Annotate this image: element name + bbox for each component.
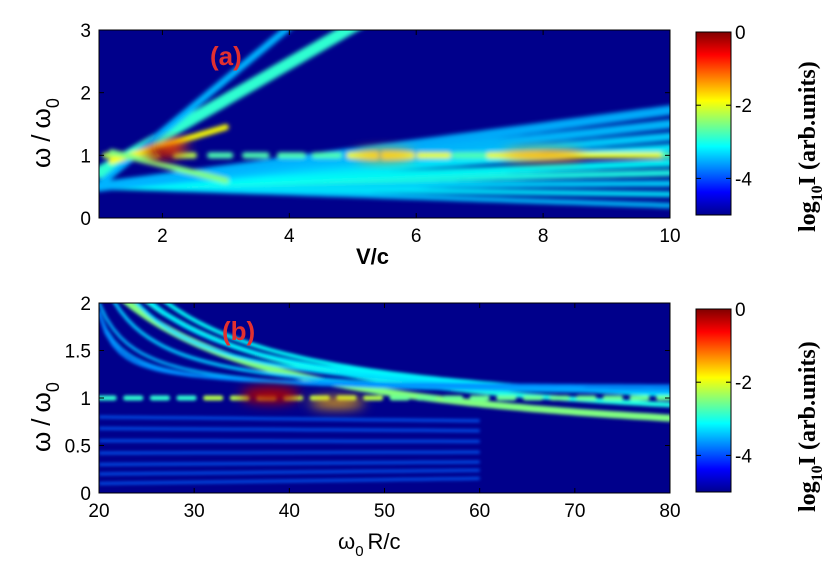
panel-a-colorbar (695, 31, 732, 216)
panel-a-heatmap (99, 30, 670, 208)
panel-a-colorbar-label: log10I (arb.units) (795, 61, 826, 232)
y-tick-label: 2 (80, 294, 91, 315)
panel-b-ylabel-sub: 0 (43, 382, 63, 392)
lower-fan (99, 468, 480, 476)
panel-a-hotspots (144, 140, 584, 161)
panel-b-ylabel-sep: / (26, 418, 56, 426)
panel-b-cb-sub: 10 (809, 465, 826, 481)
panel-b-xlabel-rest: R/c (368, 529, 401, 554)
panel-b-ylabel: ω/ω0 (26, 382, 63, 452)
y-tick-label: 1 (80, 389, 91, 410)
panel-b-heatmap (99, 303, 670, 485)
hotspot (354, 150, 415, 161)
panel-a-xlabel: V/c (356, 244, 389, 269)
x-tick-label: 6 (411, 226, 422, 247)
panel-b-label: (b) (222, 316, 255, 346)
panel-b-ticks: 20 30 40 50 60 70 80 0 0.5 1 1.5 2 (65, 294, 681, 522)
colorbar-tick-label: -2 (735, 373, 752, 394)
x-tick-label: 70 (564, 501, 585, 522)
x-tick-label: 80 (659, 501, 680, 522)
panel-a-ylabel-omega0: ω (26, 108, 56, 128)
panel-a-label: (a) (210, 41, 242, 71)
x-tick-label: 20 (88, 501, 109, 522)
panel-a-frame (98, 29, 671, 219)
panel-b-colorbar (695, 308, 732, 493)
panel-b-cb-prefix: log (795, 481, 821, 512)
lower-fan (99, 460, 480, 466)
colorbar-tick-label: 0 (735, 23, 746, 44)
x-tick-label: 40 (279, 501, 300, 522)
panel-b-ylabel-omega0: ω (26, 392, 56, 412)
panel-a-colorbar-ticks: 0 -2 -4 (696, 23, 752, 190)
lower-fan (99, 426, 480, 433)
panel-a-ticks: 2 4 6 8 10 0 1 2 3 (80, 21, 680, 247)
y-tick-label: 1 (80, 146, 91, 167)
lower-fan (99, 439, 480, 443)
panel-b-colorbar-label: log10I (arb.units) (795, 341, 826, 512)
panel-a-ylabel-sep: / (26, 134, 56, 142)
x-tick-label: 30 (184, 501, 205, 522)
panel-a-cb-prefix: log (795, 201, 821, 232)
y-tick-label: 1.5 (65, 342, 91, 363)
y-tick-label: 2 (80, 84, 91, 105)
panel-a-cb-sub: 10 (809, 185, 826, 201)
x-tick-label: 2 (157, 226, 168, 247)
hotspot (308, 397, 365, 408)
panel-a-ylabel: ω/ω0 (26, 98, 63, 168)
panel-b-colorbar-label-text: log10I (arb.units) (795, 341, 826, 512)
lower-fan (99, 415, 480, 423)
peak-hotspot (240, 387, 301, 404)
colorbar-tick-label: -4 (735, 169, 752, 190)
colorbar-tick-label: -4 (735, 446, 752, 467)
lower-fan (99, 476, 480, 485)
x-tick-label: 10 (659, 226, 680, 247)
panel-b-cb-suffix: I (arb.units) (795, 341, 821, 465)
panel-a-ylabel-sub: 0 (43, 98, 63, 108)
panel-b-xlabel: ω0 R/c (338, 529, 401, 560)
y-tick-label: 3 (80, 21, 91, 42)
x-tick-label: 8 (538, 226, 549, 247)
cross-ridge-lower (108, 149, 229, 184)
colorbar-tick-label: -2 (735, 96, 752, 117)
panel-a-cb-suffix: I (arb.units) (795, 61, 821, 185)
panel-b-ylabel-text: ω/ω0 (26, 382, 63, 452)
panel-b-bands (99, 303, 670, 485)
y-tick-label: 0.5 (65, 437, 91, 458)
panel-b-hotspots (240, 387, 365, 408)
y-tick-label: 0 (80, 209, 91, 230)
panel-b-colorbar-ticks: 0 -2 -4 (696, 300, 752, 467)
lower-fan (99, 450, 480, 455)
x-tick-label: 4 (284, 226, 295, 247)
colorbar-tick-label: 0 (735, 300, 746, 321)
panel-b-xlabel-sub: 0 (355, 543, 363, 560)
x-tick-label: 50 (374, 501, 395, 522)
x-tick-label: 60 (469, 501, 490, 522)
panel-b-xlabel-omega: ω (338, 529, 355, 554)
panel-a-colorbar-label-text: log10I (arb.units) (795, 61, 826, 232)
panel-a-ylabel-omega: ω (26, 148, 56, 168)
panel-a-ylabel-text: ω/ω0 (26, 98, 63, 168)
decay-band (99, 311, 670, 388)
hotspot (161, 140, 190, 151)
hotspot (503, 150, 584, 161)
panel-b-ylabel-omega: ω (26, 432, 56, 452)
y-tick-label: 0 (80, 484, 91, 505)
